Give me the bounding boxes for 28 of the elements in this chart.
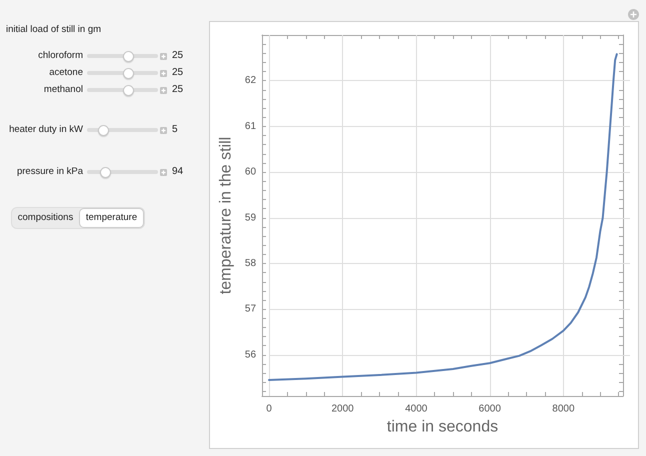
x-tick-label: 0 bbox=[266, 404, 272, 414]
text: acetone bbox=[49, 67, 83, 79]
text: heater duty in kW bbox=[9, 124, 83, 136]
text: 25 bbox=[172, 50, 184, 62]
y-axis-title: temperature in the still bbox=[218, 136, 234, 294]
text: compositions bbox=[18, 212, 74, 224]
x-tick-label: 4000 bbox=[405, 404, 428, 414]
y-tick-label: 62 bbox=[244, 75, 256, 86]
text: 5 bbox=[172, 124, 178, 136]
text: chloroform bbox=[38, 50, 83, 62]
x-axis-title: time in seconds bbox=[386, 418, 498, 436]
text: methanol bbox=[44, 84, 83, 96]
x-tick-label: 6000 bbox=[478, 404, 502, 414]
text: 25 bbox=[172, 84, 184, 96]
text: pressure in kPa bbox=[16, 166, 83, 178]
y-tick-label: 61 bbox=[244, 120, 256, 132]
y-tick-label: 57 bbox=[244, 304, 256, 315]
text: temperature bbox=[86, 212, 138, 224]
y-tick-label: 59 bbox=[244, 212, 256, 224]
y-tick-label: 56 bbox=[244, 349, 256, 360]
y-tick-label: 58 bbox=[244, 258, 256, 269]
text: 94 bbox=[172, 166, 184, 178]
x-tick-label: 2000 bbox=[331, 404, 354, 414]
text: initial load of still in gm bbox=[6, 24, 102, 36]
line-series bbox=[268, 53, 618, 382]
x-tick-label: 8000 bbox=[552, 404, 575, 414]
y-tick-label: 60 bbox=[244, 166, 256, 178]
text: 25 bbox=[172, 67, 184, 79]
